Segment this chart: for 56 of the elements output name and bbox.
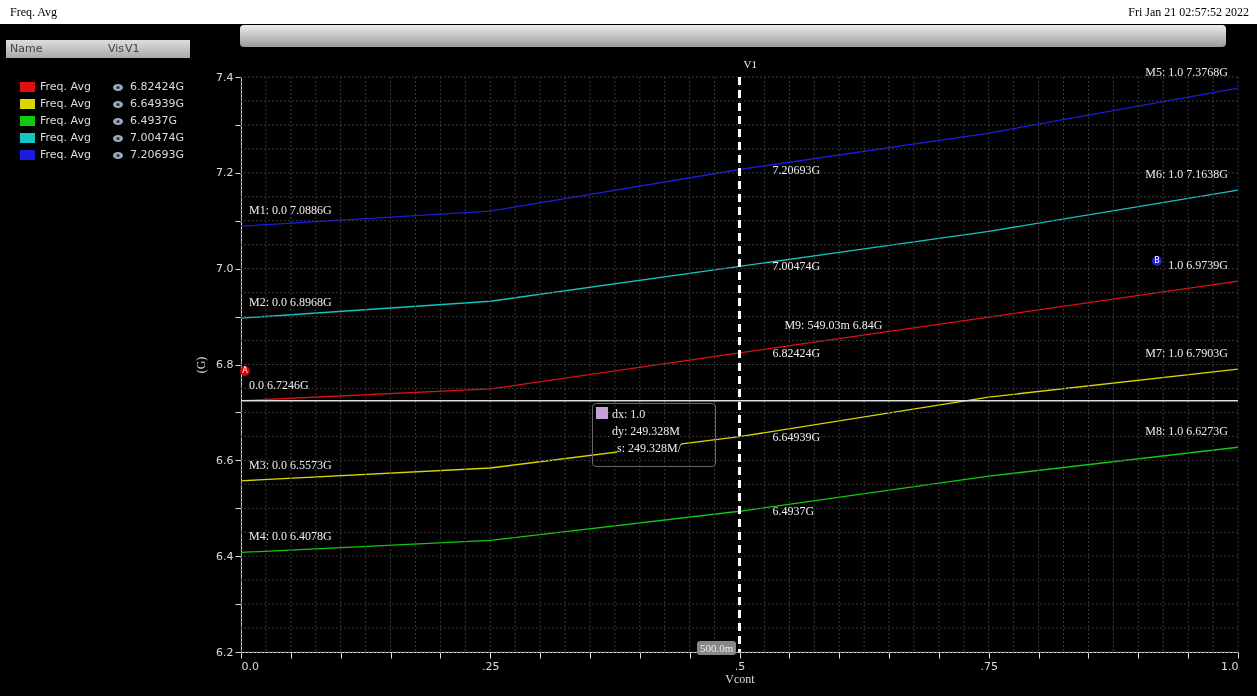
annotation: 0.0 6.7246G xyxy=(249,377,309,392)
line-series xyxy=(240,446,1239,554)
text: Name xyxy=(10,42,43,55)
y-tick-label: 7.2 xyxy=(216,166,234,180)
legend-label: Freq. Avg xyxy=(40,114,91,127)
y-axis-title: (G) xyxy=(194,356,209,374)
annotation: M6: 1.0 7.1638G xyxy=(1145,167,1229,182)
annotation: M1: 0.0 7.0886G xyxy=(249,203,332,218)
y-tick-label: 7.0 xyxy=(216,262,234,276)
annotation: M7: 1.0 6.7903G xyxy=(1145,346,1229,361)
annotation: dx: 1.0 xyxy=(612,407,646,422)
text: 6.64939G xyxy=(130,97,185,110)
legend-label: Freq. Avg xyxy=(40,131,91,144)
y-tick-label: 6.8 xyxy=(216,358,234,371)
annotation: B xyxy=(1152,256,1162,266)
y-tick-label: 7.4 xyxy=(216,70,234,84)
annotation: A xyxy=(240,366,250,376)
annotation: M8: 1.0 6.6273G xyxy=(1145,424,1229,439)
annotation: dy: 249.328M xyxy=(612,424,681,439)
annotation: 6.82424G xyxy=(772,345,821,360)
annotation: M3: 0.0 6.5573G xyxy=(249,457,332,472)
y-tick-label: 6.2 xyxy=(216,645,234,659)
annotation: M2: 0.0 6.8968G xyxy=(249,295,332,310)
legend-label: Freq. Avg xyxy=(40,148,91,161)
annotation: s: 249.328M/ xyxy=(617,441,682,456)
text: Freq. Avg xyxy=(10,5,58,20)
text: V1 xyxy=(125,42,140,55)
annotation: M9: 549.03m 6.84G xyxy=(784,318,883,333)
ref-line-label: V1 xyxy=(743,58,757,70)
annotation: 6.4937G xyxy=(772,504,815,519)
y-tick-label: 6.6 xyxy=(216,453,234,467)
line-series xyxy=(240,189,1239,319)
y-tick-label: 6.4 xyxy=(216,549,234,563)
annotation: M5: 1.0 7.3768G xyxy=(1145,65,1229,80)
legend-label: Freq. Avg xyxy=(40,97,91,110)
text: 7.00474G xyxy=(130,131,185,144)
x-axis-title: Vcont xyxy=(725,671,756,686)
x-tick-label: .25 xyxy=(482,659,500,673)
text: 6.82424G xyxy=(130,80,185,93)
x-tick-label: .5 xyxy=(734,659,746,673)
annotation: 6.64939G xyxy=(772,429,821,444)
line-series xyxy=(240,368,1239,482)
text: Vis xyxy=(108,42,125,55)
annotation: 1.0 6.9739G xyxy=(1168,258,1229,273)
text: 7.20693G xyxy=(130,148,185,161)
x-tick-label: .75 xyxy=(980,659,998,673)
line-series xyxy=(240,87,1239,227)
chart-subtitle: Fri Jan 21 02:57:52 2022 xyxy=(1128,5,1249,20)
x-tick-label: 0.0 xyxy=(241,659,259,673)
annotation: 7.20693G xyxy=(772,162,821,177)
text: 6.4937G xyxy=(130,114,178,127)
annotation: M4: 0.0 6.4078G xyxy=(249,529,332,544)
annotation: 7.00474G xyxy=(772,259,821,274)
x-tick-label: 1.0 xyxy=(1221,659,1239,673)
annotation: 500.0m xyxy=(697,641,737,655)
legend-label: Freq. Avg xyxy=(40,80,91,93)
